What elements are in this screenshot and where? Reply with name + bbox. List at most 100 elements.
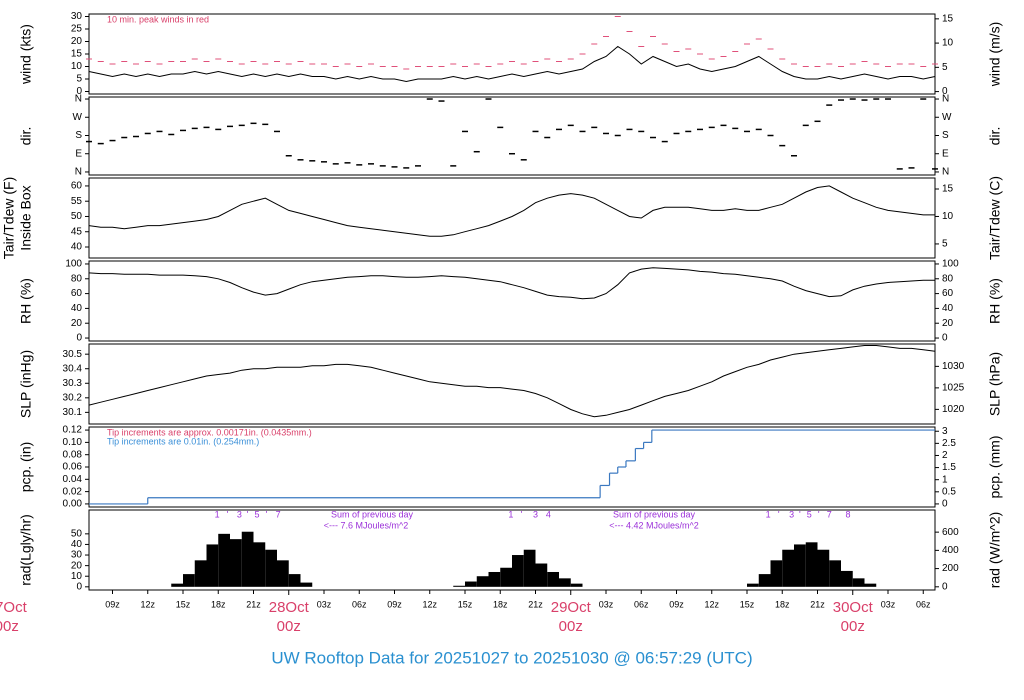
y2-tick-label: 0.5 — [942, 486, 956, 497]
y-tick-label: 0.00 — [63, 499, 83, 510]
annotation: Sum of previous day — [331, 509, 414, 519]
y2-tick-label: 1 — [942, 474, 948, 485]
x-tick-label: 21z — [528, 599, 543, 609]
y-tick-label: 0.08 — [63, 449, 83, 460]
x-tick-label: 03z — [317, 599, 332, 609]
y-tick-label: 30.3 — [63, 378, 83, 389]
y2-tick-label: 60 — [942, 288, 954, 299]
hour-marker: 3 — [533, 509, 538, 519]
y-tick-label: 0 — [76, 86, 82, 97]
date-label: 30Oct — [833, 599, 874, 616]
y2-axis-label: pcp. (mm) — [987, 436, 1003, 499]
y-tick-label: 0.02 — [63, 486, 83, 497]
y-axis-label: SLP (inHg) — [18, 350, 34, 418]
x-tick-label: 03z — [599, 599, 614, 609]
y-tick-label: N — [75, 94, 82, 105]
bar — [277, 560, 289, 587]
y2-tick-label: 100 — [942, 259, 959, 270]
data-line — [88, 345, 936, 418]
bar — [817, 549, 830, 587]
y-tick-label: 25 — [71, 24, 83, 35]
bar — [476, 576, 489, 587]
y-axis-label: pcp. (in) — [18, 442, 34, 493]
y2-tick-label: 15 — [942, 13, 954, 24]
y-tick-label: 60 — [71, 181, 83, 192]
annotation: <--- 4.42 MJoules/m^2 — [609, 520, 699, 530]
bar — [805, 542, 818, 587]
y-tick-label: 10 — [71, 571, 83, 582]
x-tick-label: 09z — [105, 599, 120, 609]
x-tick-label: 09z — [669, 599, 684, 609]
y-axis-label: RH (%) — [18, 278, 34, 324]
y2-tick-label: 200 — [942, 563, 959, 574]
y-tick-label: 5 — [76, 74, 82, 85]
y2-tick-label: 400 — [942, 545, 959, 556]
panel: 0 20 40 60 80 100 0 20 40 60 80 100 RH (%) RH (%) — [18, 259, 1003, 344]
y-tick-label: 60 — [71, 288, 83, 299]
bar — [500, 567, 512, 587]
x-tick-label: 06z — [352, 599, 367, 609]
y2-tick-label: 10 — [942, 38, 954, 49]
annotation: Sum of previous day — [613, 509, 696, 519]
hour-marker: ' — [778, 509, 780, 519]
y-tick-label: 40 — [71, 539, 83, 550]
bar — [206, 544, 219, 587]
x-tick-label: 12z — [140, 599, 155, 609]
x-tick-label: 15z — [176, 599, 191, 609]
bar — [230, 539, 242, 587]
hour-marker: 7 — [276, 509, 281, 519]
x-tick-label: 18z — [493, 599, 508, 609]
bar — [253, 542, 266, 587]
bar — [829, 560, 841, 587]
y2-axis-label: SLP (hPa) — [987, 352, 1003, 416]
hour-marker: ' — [818, 509, 820, 519]
bar — [194, 560, 207, 587]
y-tick-label: 30.5 — [63, 349, 83, 360]
hour-marker: ' — [266, 509, 268, 519]
bar — [453, 585, 465, 587]
y2-tick-label: 2 — [942, 450, 948, 461]
y2-tick-label: 5 — [942, 239, 948, 250]
data-line — [88, 45, 936, 83]
y2-axis-label: dir. — [987, 127, 1003, 146]
y-tick-label: 0.06 — [63, 462, 83, 473]
y2-tick-label: N — [942, 94, 949, 105]
panel-frame — [88, 96, 936, 176]
panel-frame — [88, 260, 936, 342]
bar — [218, 533, 230, 587]
bar — [770, 560, 783, 587]
date-sub-label: 00z — [841, 618, 865, 635]
hour-marker: ' — [247, 509, 249, 519]
hour-marker: 1 — [508, 509, 513, 519]
y2-tick-label: 5 — [942, 62, 948, 73]
x-tick-label: 12z — [422, 599, 437, 609]
date-sub-label: 00z — [559, 618, 583, 635]
data-line — [88, 185, 935, 237]
bar — [841, 570, 853, 587]
bar — [488, 571, 501, 587]
y2-tick-label: 3 — [942, 426, 948, 437]
bar — [852, 578, 865, 587]
date-sub-label: 00z — [277, 618, 301, 635]
y-tick-label: 55 — [71, 196, 83, 207]
y-tick-label: 100 — [65, 259, 82, 270]
y-axis-label: dir. — [18, 127, 34, 146]
y-tick-label: 20 — [71, 36, 83, 47]
x-tick-label: 06z — [916, 599, 931, 609]
y-tick-label: 0.12 — [63, 425, 83, 436]
y-tick-label: N — [75, 167, 82, 178]
y-tick-label: W — [73, 112, 83, 123]
date-sub-label: 00z — [0, 618, 19, 635]
bar — [747, 583, 759, 587]
y-tick-label: 30 — [71, 550, 83, 561]
y-tick-label: 30.1 — [63, 407, 83, 418]
annotation: 10 min. peak winds in red — [107, 14, 209, 24]
hour-marker: ' — [521, 509, 523, 519]
bar — [300, 582, 313, 587]
bar — [523, 549, 536, 587]
y-tick-label: 30 — [71, 11, 83, 22]
x-tick-label: 12z — [704, 599, 719, 609]
annotation: Tip increments are 0.01in. (0.254mm.) — [107, 436, 259, 446]
